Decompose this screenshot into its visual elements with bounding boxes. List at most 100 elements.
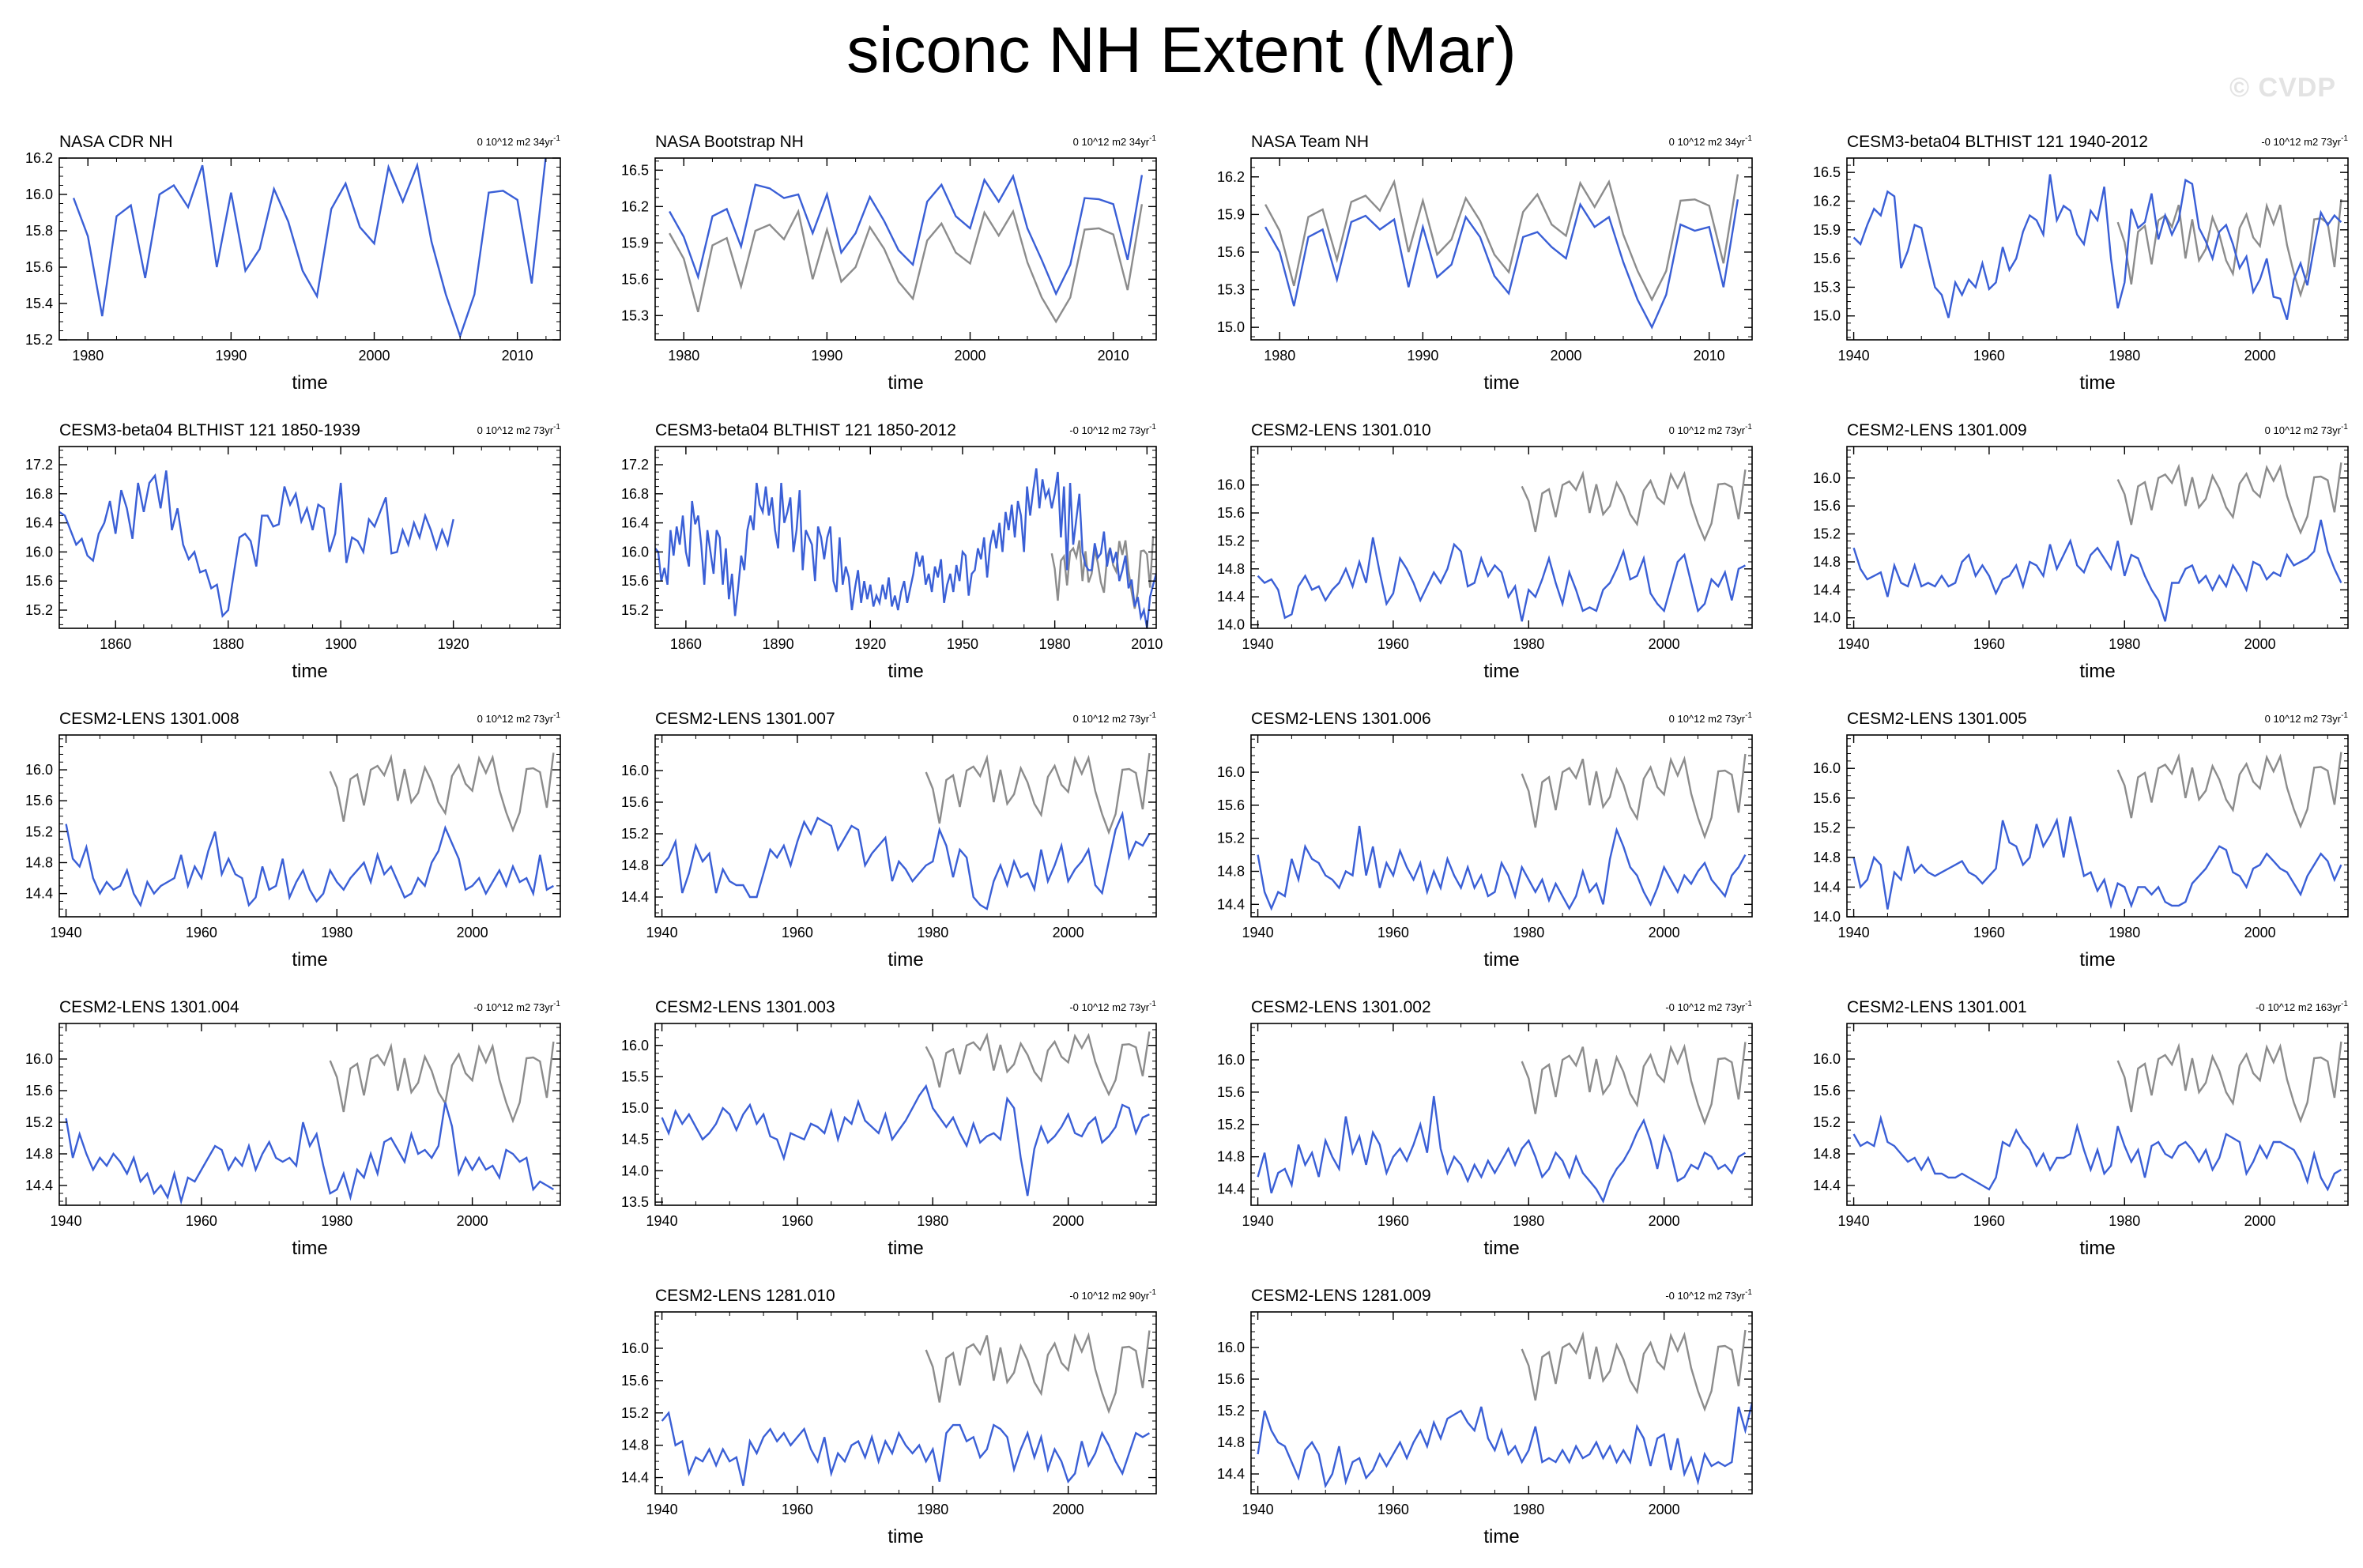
x-tick-label: 2010	[502, 348, 533, 364]
model-series-line	[661, 1084, 1150, 1197]
y-tick-label: 17.2	[25, 457, 53, 473]
trend-label: 0 10^12 m2 73yr-1	[477, 711, 561, 725]
x-tick-label: 2000	[2244, 348, 2276, 364]
x-tick-label: 2000	[457, 1213, 488, 1229]
model-series-line	[65, 1102, 555, 1205]
x-tick-label: 1980	[668, 348, 699, 364]
x-tick-label: 1990	[811, 348, 842, 364]
obs-series-line	[1521, 1329, 1747, 1412]
y-tick-label: 15.2	[1813, 526, 1841, 542]
y-tick-label: 14.0	[621, 1163, 649, 1178]
x-tick-label: 1980	[321, 925, 352, 940]
chart-panel: CESM2-LENS 1301.009 0 10^12 m2 73yr-1 1940…	[1813, 421, 2349, 682]
y-tick-label: 15.6	[621, 573, 649, 589]
chart-panel: CESM2-LENS 1301.008 0 10^12 m2 73yr-1 1940…	[25, 710, 561, 971]
chart-panel: CESM2-LENS 1301.001 -0 10^12 m2 163yr-1 19…	[1813, 998, 2349, 1259]
x-axis-label: time	[292, 661, 327, 682]
x-tick-label: 1860	[670, 636, 702, 652]
obs-series-line	[669, 204, 1144, 324]
y-tick-label: 14.4	[1813, 879, 1841, 895]
y-tick-label: 15.6	[1217, 1084, 1245, 1100]
y-tick-label: 15.9	[621, 235, 649, 251]
y-tick-label: 14.8	[1217, 1149, 1245, 1165]
obs-series-line	[2116, 1041, 2342, 1124]
plot-frame	[58, 157, 561, 341]
y-tick-label: 15.3	[1217, 282, 1245, 298]
panel-title: CESM2-LENS 1281.009	[1251, 1287, 1431, 1305]
y-tick-label: 15.2	[1217, 533, 1245, 548]
panel-title: CESM2-LENS 1301.003	[655, 998, 835, 1016]
y-tick-label: 15.8	[25, 223, 53, 239]
x-tick-label: 1980	[2109, 1213, 2140, 1229]
panel-title: CESM2-LENS 1301.008	[59, 710, 239, 728]
obs-series-line	[2116, 198, 2342, 299]
x-tick-label: 1880	[213, 636, 244, 652]
panel-title: CESM3-beta04 BLTHIST 121 1850-1939	[59, 421, 360, 439]
panel-title: CESM2-LENS 1301.004	[59, 998, 239, 1016]
plot-frame	[1250, 1311, 1753, 1494]
y-tick-label: 15.0	[1813, 308, 1841, 324]
model-series-line	[1264, 199, 1739, 330]
obs-series-line	[2116, 752, 2342, 829]
x-tick-label: 1960	[782, 925, 813, 940]
x-tick-label: 1960	[1377, 1502, 1409, 1517]
y-tick-label: 14.8	[621, 1438, 649, 1453]
x-tick-label: 2000	[1053, 925, 1084, 940]
x-tick-label: 2000	[358, 348, 390, 364]
y-tick-label: 15.3	[621, 307, 649, 323]
y-tick-label: 14.4	[621, 889, 649, 905]
x-tick-label: 1940	[646, 1213, 678, 1229]
y-tick-label: 15.0	[621, 1100, 649, 1116]
model-series-line	[1257, 825, 1747, 911]
x-tick-label: 2000	[457, 925, 488, 940]
x-tick-label: 1980	[2109, 925, 2140, 940]
trend-label: 0 10^12 m2 34yr-1	[477, 134, 561, 148]
obs-series-line	[925, 752, 1151, 835]
y-tick-label: 16.2	[1217, 169, 1245, 185]
x-tick-label: 1980	[1264, 348, 1295, 364]
x-axis-label: time	[888, 372, 923, 394]
y-tick-label: 15.2	[1217, 831, 1245, 846]
plot-frame	[1846, 157, 2349, 341]
y-tick-label: 14.4	[25, 886, 53, 902]
y-tick-label: 16.0	[621, 544, 649, 560]
y-tick-label: 15.6	[621, 271, 649, 287]
x-tick-label: 2000	[2244, 925, 2276, 940]
trend-label: -0 10^12 m2 90yr-1	[1069, 1288, 1156, 1302]
y-tick-label: 14.4	[1813, 1178, 1841, 1193]
panel-title: CESM2-LENS 1301.007	[655, 710, 835, 728]
panel-title: NASA CDR NH	[59, 133, 173, 151]
obs-series-line	[1264, 174, 1739, 302]
obs-series-line	[1521, 469, 1747, 542]
x-axis-label: time	[2079, 661, 2115, 682]
x-tick-label: 2000	[1649, 1502, 1680, 1517]
chart-panel: CESM3-beta04 BLTHIST 121 1850-1939 0 10^1…	[25, 421, 561, 682]
y-tick-label: 16.2	[1813, 193, 1841, 209]
x-axis-label: time	[1483, 949, 1519, 971]
trend-label: 0 10^12 m2 73yr-1	[2265, 711, 2349, 725]
x-tick-label: 1960	[782, 1502, 813, 1517]
panel-title: NASA Team NH	[1251, 133, 1369, 151]
model-series-line	[661, 810, 1151, 910]
x-tick-label: 2000	[1550, 348, 1581, 364]
x-tick-label: 1980	[917, 1502, 948, 1517]
chart-panel: CESM2-LENS 1301.006 0 10^12 m2 73yr-1 1940…	[1217, 710, 1753, 971]
panel-title: CESM2-LENS 1301.001	[1847, 998, 2027, 1016]
y-tick-label: 15.2	[1217, 1117, 1245, 1133]
y-tick-label: 16.0	[1217, 1340, 1245, 1355]
plot-frame	[654, 1023, 1157, 1206]
y-tick-label: 15.6	[1813, 251, 1841, 266]
x-tick-label: 1940	[51, 1213, 82, 1229]
y-tick-label: 16.0	[25, 1051, 53, 1067]
plot-frame	[1250, 734, 1753, 918]
x-axis-label: time	[888, 1238, 923, 1259]
y-tick-label: 16.0	[621, 1038, 649, 1054]
x-axis-label: time	[1483, 1526, 1519, 1547]
x-axis-label: time	[2079, 372, 2115, 394]
y-tick-label: 15.9	[1217, 206, 1245, 222]
y-tick-label: 14.0	[1813, 610, 1841, 626]
obs-series-line	[925, 1031, 1151, 1097]
obs-series-line	[1521, 1042, 1747, 1126]
x-tick-label: 2010	[1131, 636, 1163, 652]
